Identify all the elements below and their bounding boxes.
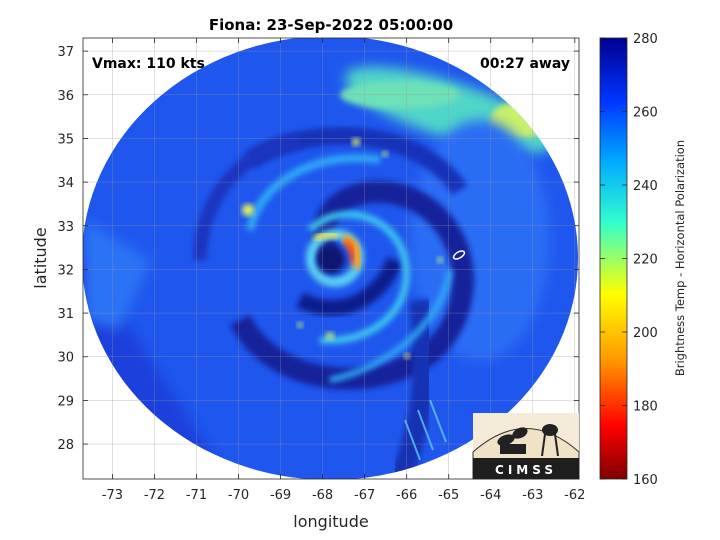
- y-tick-label: 35: [57, 132, 74, 147]
- x-tick-label: -71: [186, 488, 207, 503]
- x-axis: -73 -72 -71 -70 -69 -68 -67 -66 -65 -64 -63 -62: [102, 38, 585, 503]
- y-tick-label: 33: [57, 220, 74, 235]
- y-tick-label: 34: [57, 176, 74, 191]
- logo-text: CIMSS: [495, 463, 557, 477]
- x-tick-label: -66: [396, 488, 417, 503]
- x-tick-label: -70: [228, 488, 249, 503]
- y-axis: 28 29 30 31 32 33 34 35 36 37: [57, 45, 579, 453]
- y-tick-label: 32: [57, 263, 74, 278]
- colorbar-tick-label: 220: [633, 253, 658, 268]
- colorbar-tick-label: 280: [633, 32, 658, 47]
- colorbar: 160 180 200 220 240 260 280 Brightness Temp - …: [599, 32, 687, 488]
- x-axis-label: longitude: [293, 512, 368, 531]
- x-tick-label: -69: [270, 488, 291, 503]
- vmax-annotation: Vmax: 110 kts: [92, 56, 205, 72]
- x-tick-label: -73: [102, 488, 123, 503]
- colorbar-tick-label: 160: [633, 473, 658, 488]
- x-tick-label: -63: [522, 488, 543, 503]
- cimss-logo: CIMSS: [472, 413, 580, 480]
- y-tick-label: 30: [57, 351, 74, 366]
- chart-title: Fiona: 23-Sep-2022 05:00:00: [209, 16, 453, 34]
- colorbar-tick-label: 180: [633, 400, 658, 415]
- x-tick-label: -62: [564, 488, 585, 503]
- colorbar-tick-label: 240: [633, 179, 658, 194]
- axes-box: [82, 37, 580, 480]
- away-annotation: 00:27 away: [480, 56, 570, 72]
- colorbar-tick-label: 200: [633, 326, 658, 341]
- y-tick-label: 37: [57, 45, 74, 60]
- x-tick-label: -68: [312, 488, 333, 503]
- y-tick-label: 31: [57, 307, 74, 322]
- colorbar-label: Brightness Temp - Horizontal Polarizatio…: [673, 140, 687, 376]
- x-tick-label: -72: [144, 488, 165, 503]
- brightness-temp-swath: [83, 38, 578, 479]
- y-tick-label: 28: [57, 438, 74, 453]
- colorbar-ticks: 160 180 200 220 240 260 280: [600, 32, 658, 488]
- x-tick-label: -64: [480, 488, 501, 503]
- y-axis-label: latitude: [31, 227, 50, 288]
- y-tick-label: 36: [57, 89, 74, 104]
- colorbar-tick-label: 260: [633, 106, 658, 121]
- x-tick-label: -65: [438, 488, 459, 503]
- y-tick-label: 29: [57, 394, 74, 409]
- x-tick-label: -67: [354, 488, 375, 503]
